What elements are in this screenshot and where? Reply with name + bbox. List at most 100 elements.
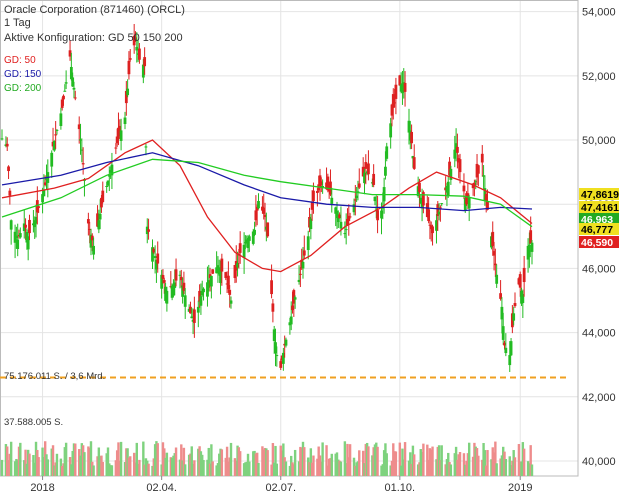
price-tag <box>579 188 619 200</box>
volume-bar <box>71 450 74 476</box>
volume-bar <box>70 464 73 476</box>
volume-bar <box>242 463 246 476</box>
volume-bar <box>274 445 277 476</box>
volume-bar <box>169 457 173 476</box>
volume-bar <box>160 464 163 476</box>
candle-body <box>207 280 211 288</box>
volume-bar <box>261 446 264 476</box>
candle-body <box>339 221 343 229</box>
candle-body <box>279 361 283 368</box>
candle-body <box>458 159 462 173</box>
volume-bar <box>257 462 260 476</box>
volume-bar <box>363 463 366 476</box>
config-label: Aktive Konfiguration: GD 50 150 200 <box>4 32 183 44</box>
volume-bar <box>91 461 94 476</box>
volume-bar <box>220 449 224 476</box>
candle-body <box>165 290 169 304</box>
candle-body <box>152 248 156 253</box>
candle-body <box>96 213 99 227</box>
candle-body <box>330 197 334 204</box>
volume-bar <box>517 444 521 476</box>
volume-bar <box>528 463 531 476</box>
volume-bar <box>499 458 502 476</box>
candle-body <box>209 275 213 287</box>
volume-bar <box>428 448 432 476</box>
volume-bar <box>238 451 242 476</box>
candle-body <box>356 191 360 193</box>
y-tick-label: 54,000 <box>582 7 616 19</box>
volume-bar <box>79 455 82 476</box>
candle-body <box>473 182 476 185</box>
candle-body <box>364 162 368 169</box>
volume-bar <box>191 463 195 476</box>
volume-bar <box>229 442 233 476</box>
x-tick-label: 2019 <box>508 482 532 494</box>
volume-bar <box>72 443 76 476</box>
volume-bar <box>381 464 385 476</box>
volume-bar <box>343 441 347 476</box>
volume-bar <box>337 459 340 476</box>
volume-bar <box>326 465 330 476</box>
moving-averages <box>1 139 533 273</box>
volume-bar <box>279 445 282 476</box>
volume-bar <box>190 446 193 476</box>
candle-body <box>435 220 438 231</box>
candle-body <box>196 306 200 313</box>
volume-bar <box>436 446 439 476</box>
volume-bar <box>9 441 13 476</box>
candle-body <box>228 289 232 295</box>
volume-bar <box>486 450 489 476</box>
candle-body <box>482 175 485 177</box>
candle-body <box>97 220 101 230</box>
volume-bar <box>382 450 386 476</box>
volume-bar <box>163 448 166 476</box>
volume-bar <box>521 442 525 476</box>
volume-bar <box>245 461 248 476</box>
volume-bar <box>178 459 182 476</box>
volume-bar <box>346 443 349 476</box>
volume-bar <box>330 453 333 476</box>
volume-bar <box>335 452 339 476</box>
volume-bar <box>303 447 306 476</box>
volume-bar <box>45 454 48 476</box>
candle-body <box>355 195 359 199</box>
volume-bar <box>173 453 176 476</box>
candle-body <box>501 326 505 340</box>
volume-bar <box>117 442 120 476</box>
volume-bar <box>182 447 186 476</box>
volume-bar <box>392 443 395 476</box>
candle-body <box>26 236 30 250</box>
volume-bar <box>327 458 331 476</box>
candle-body <box>189 306 192 314</box>
candle-body <box>418 182 421 192</box>
candle-body <box>143 57 147 67</box>
candle-body <box>302 250 306 256</box>
volume-bar <box>87 446 90 476</box>
volume-bar <box>142 441 145 476</box>
volume-bar <box>16 460 19 476</box>
volume-bar <box>123 462 127 476</box>
candle-body <box>419 197 423 204</box>
volume-bar <box>426 444 429 476</box>
volume-bar <box>354 465 357 476</box>
candle-body <box>182 282 186 291</box>
candle-body <box>138 48 141 60</box>
volume-bar <box>427 459 430 476</box>
volume-bar <box>456 459 459 476</box>
volume-bar <box>198 446 201 476</box>
volume-bar <box>28 453 31 476</box>
volume-bar <box>224 457 227 476</box>
candle-body <box>224 272 228 279</box>
volume-bar <box>189 453 192 476</box>
volume-bar <box>449 464 453 476</box>
volume-bar <box>50 448 53 476</box>
volume-bar <box>165 452 169 476</box>
candle-body <box>291 305 294 311</box>
candle-body <box>107 175 111 177</box>
volume-bar <box>108 463 111 476</box>
volume-bar <box>184 464 187 476</box>
volume-bar <box>464 464 467 476</box>
volume-bar <box>64 442 68 476</box>
volume-bar <box>201 454 204 476</box>
candle-body <box>71 77 75 87</box>
